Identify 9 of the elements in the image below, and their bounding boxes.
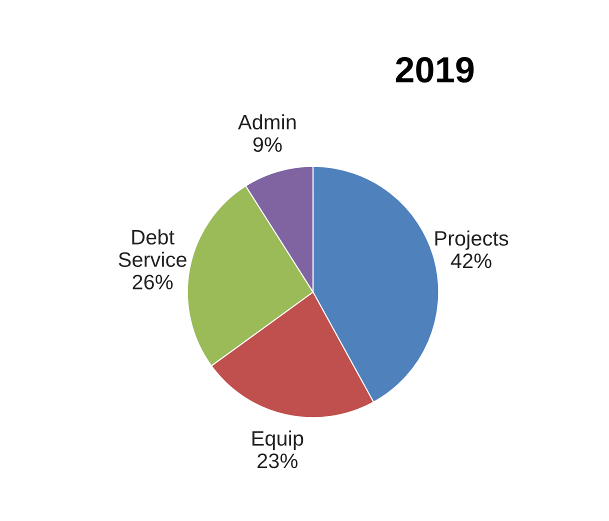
slice-label: Equip [252, 430, 304, 450]
data-label: 42% [450, 253, 492, 268]
data-label: 9% [253, 137, 282, 152]
slice-label: Admin [238, 114, 296, 130]
data-label: 23% [258, 454, 298, 468]
slice-label: Projects [435, 230, 508, 250]
chart-title: 2019 [396, 57, 474, 83]
slice-label: Debt Service [118, 229, 186, 267]
data-label: 26% [132, 274, 173, 290]
